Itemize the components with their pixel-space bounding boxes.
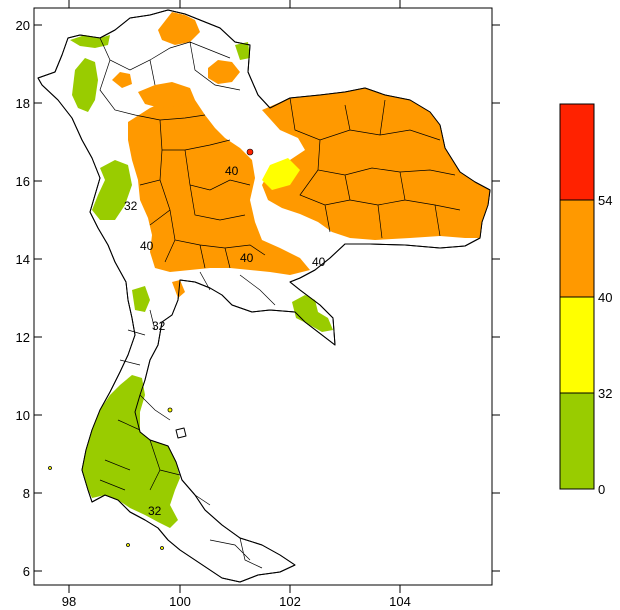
legend-label: 0 xyxy=(598,482,605,497)
map-land xyxy=(37,9,491,583)
band-40-54-small xyxy=(172,280,185,298)
contour-label: 32 xyxy=(148,504,162,518)
island-5 xyxy=(160,546,164,550)
contour-label: 32 xyxy=(152,319,166,333)
legend-swatch-0-32 xyxy=(559,392,595,490)
legend-label: 32 xyxy=(598,386,612,401)
y-tick-label: 18 xyxy=(16,96,30,111)
contour-label: 40 xyxy=(240,251,254,265)
legend-label: 54 xyxy=(598,193,612,208)
legend-swatch-40-54 xyxy=(559,199,595,298)
y-tick-label: 14 xyxy=(16,252,30,267)
y-tick-label: 10 xyxy=(16,408,30,423)
band-0-32-west-small xyxy=(132,286,150,312)
band-0-32-west xyxy=(92,160,132,220)
band-54-up-spot xyxy=(246,148,254,156)
island-1 xyxy=(175,427,187,439)
band-0-32-southeast xyxy=(292,295,333,332)
x-tick-label: 102 xyxy=(279,594,301,609)
y-tick-label: 6 xyxy=(23,564,30,579)
map-frame xyxy=(33,7,493,586)
band-40-54-north-b xyxy=(138,82,195,108)
island-4 xyxy=(126,543,130,547)
band-32-40-pocket xyxy=(262,158,300,190)
contour-labels: 40 40 40 40 32 32 32 xyxy=(124,164,326,518)
y-tick-label: 12 xyxy=(16,330,30,345)
x-tick-label: 100 xyxy=(169,594,191,609)
contour-label: 40 xyxy=(225,164,239,178)
y-tick-label: 20 xyxy=(16,18,30,33)
x-tick-label: 104 xyxy=(389,594,411,609)
island-3 xyxy=(48,466,52,470)
band-0-32-north-b xyxy=(72,58,98,112)
band-40-54-north-a xyxy=(158,12,200,45)
contour-label: 32 xyxy=(124,199,138,213)
band-0-32-north-c xyxy=(235,42,250,60)
band-40-54-east xyxy=(262,88,490,240)
y-tick-label: 16 xyxy=(16,174,30,189)
legend-colorbar: 54 40 32 0 xyxy=(559,103,612,497)
y-tick-label: 8 xyxy=(23,486,30,501)
band-40-54-north-d xyxy=(112,72,132,88)
legend-swatch-32-40 xyxy=(559,296,595,394)
contour-label: 40 xyxy=(140,239,154,253)
x-tick-label: 98 xyxy=(62,594,76,609)
island-2 xyxy=(167,407,173,413)
y-axis: 20 18 16 14 12 10 8 6 xyxy=(16,18,500,579)
legend-swatch-54-up xyxy=(559,103,595,201)
band-0-32-south xyxy=(82,375,180,528)
band-40-54-north-c xyxy=(208,60,240,84)
country-boundary xyxy=(37,9,491,583)
province-boundaries xyxy=(99,37,461,569)
contour-label: 40 xyxy=(312,255,326,269)
legend-label: 40 xyxy=(598,290,612,305)
x-axis: 98 100 102 104 xyxy=(62,0,411,609)
